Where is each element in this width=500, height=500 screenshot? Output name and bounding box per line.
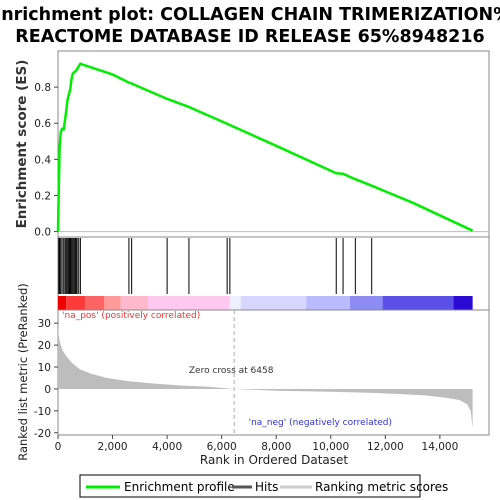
rank-y-tick-label: -20	[34, 428, 51, 440]
ranking-color-bar	[58, 296, 473, 310]
x-tick-label: 4,000	[152, 441, 182, 453]
rank-y-tick-label: 20	[38, 340, 51, 352]
x-tick-label: 12,000	[367, 441, 404, 453]
es-y-tick-label: 0.2	[34, 190, 51, 202]
es-y-axis: 0.0 0.2 0.4 0.6 0.8	[34, 82, 58, 239]
x-tick-label: 10,000	[312, 441, 349, 453]
es-y-tick-label: 0.6	[34, 118, 51, 130]
x-tick-label: 8,000	[261, 441, 291, 453]
es-panel: 0.0 0.2 0.4 0.6 0.8 Enrichment score (ES)	[14, 50, 490, 239]
es-y-tick-label: 0.4	[34, 154, 51, 166]
legend-enrichment-label: Enrichment profile	[124, 480, 235, 494]
ranking-bar-segment	[58, 296, 67, 310]
positive-correlation-label: 'na_pos' (positively correlated)	[62, 311, 200, 321]
x-tick-label: 0	[55, 441, 62, 453]
ranking-bar-segment	[240, 296, 307, 310]
ranking-bar-segment	[382, 296, 454, 310]
ranking-bar-segment	[148, 296, 230, 310]
ranking-bar-segment	[229, 296, 241, 310]
ranking-bar-segment	[453, 296, 473, 310]
rank-y-axis-label: Ranked list metric (PreRanked)	[16, 283, 30, 461]
x-tick-label: 6,000	[207, 441, 237, 453]
hits-lines	[58, 238, 373, 294]
ranking-bar-segment	[349, 296, 383, 310]
ranking-bar-segment	[120, 296, 149, 310]
rank-y-tick-label: 0	[44, 384, 51, 396]
legend: Enrichment profile Hits Ranking metric s…	[79, 474, 448, 498]
ranking-bar-segment	[85, 296, 105, 310]
ranking-bar-segment	[104, 296, 121, 310]
hits-panel	[57, 236, 490, 311]
x-axis-label: Rank in Ordered Dataset	[200, 453, 348, 467]
rank-y-tick-label: 10	[38, 362, 51, 374]
chart-title-line-2: REACTOME DATABASE ID RELEASE 65%8948216	[15, 27, 484, 47]
x-axis: 0 2,000 4,000 6,000 8,000 10,000 12,000 14,000	[55, 435, 459, 453]
chart-title-line-1: Enrichment plot: COLLAGEN CHAIN TRIMERIZ…	[0, 5, 500, 25]
legend-hits-label: Hits	[255, 480, 278, 494]
es-y-tick-label: 0.0	[34, 227, 51, 239]
rank-y-tick-label: 30	[38, 318, 51, 330]
x-tick-label: 2,000	[98, 441, 128, 453]
enrichment-profile-line	[56, 62, 474, 232]
zero-cross-label: Zero cross at 6458	[189, 366, 274, 376]
rank-panel: Zero cross at 6458 'na_pos' (positively …	[16, 283, 490, 461]
rank-y-axis: -20 -10 0 10 20 30	[34, 318, 58, 440]
es-y-tick-label: 0.8	[34, 82, 51, 94]
rank-y-tick-label: -10	[34, 406, 51, 418]
es-y-axis-label: Enrichment score (ES)	[14, 60, 30, 229]
ranking-bar-segment	[66, 296, 86, 310]
legend-ranking-label: Ranking metric scores	[315, 480, 448, 494]
ranking-bar-segment	[306, 296, 350, 310]
rank-panel-frame	[57, 309, 490, 436]
negative-correlation-label: 'na_neg' (negatively correlated)	[249, 418, 392, 428]
x-tick-label: 14,000	[422, 441, 459, 453]
